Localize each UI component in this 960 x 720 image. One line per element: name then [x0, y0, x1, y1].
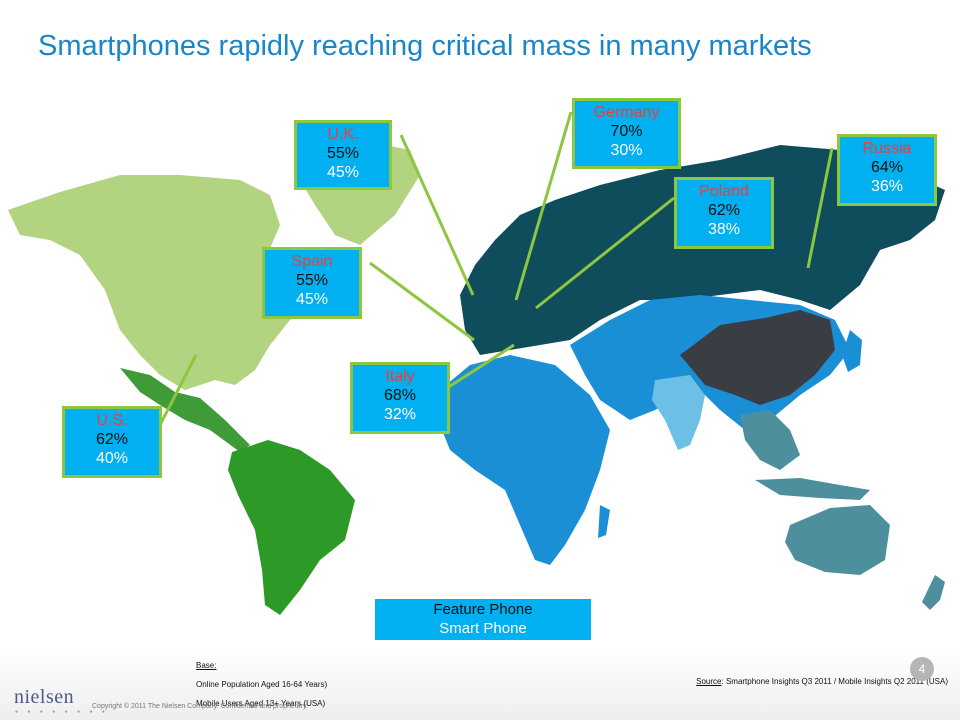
country-label: Russia: [862, 140, 912, 157]
source-text: : Smartphone Insights Q3 2011 / Mobile I…: [721, 677, 949, 686]
footer-band: [0, 650, 960, 720]
new-zealand-region: [922, 575, 945, 610]
mexico-central-america-region: [120, 368, 250, 452]
nielsen-logo: nielsen: [14, 686, 75, 708]
japan-region: [842, 330, 862, 372]
madagascar-region: [598, 505, 610, 538]
logo-dots-decoration: ● ● ● ● ● ● ● ●: [15, 709, 109, 715]
smart-phone-value: 40%: [95, 450, 129, 467]
smart-phone-value: 45%: [326, 164, 360, 181]
feature-phone-value: 62%: [707, 202, 741, 219]
europe-russia-region: [460, 145, 945, 355]
base-line-2: Mobile Users Aged 13+ Years (USA): [196, 699, 326, 708]
source-label: Source: [696, 677, 722, 686]
callout-germany: Germany 70% 30%: [572, 98, 681, 169]
country-label: Spain: [291, 253, 333, 270]
southeast-asia-region: [740, 410, 800, 470]
feature-phone-value: 68%: [383, 387, 417, 404]
page-number: 4: [910, 657, 934, 681]
russia-connector: [806, 147, 834, 269]
smart-phone-value: 38%: [707, 221, 741, 238]
india-region: [652, 375, 705, 450]
callout-us: U.S. 62% 40%: [62, 406, 162, 478]
page-title: Smartphones rapidly reaching critical ma…: [38, 30, 812, 62]
north-america-region: [8, 175, 320, 390]
legend-feature-phone: Feature Phone: [433, 601, 533, 618]
base-note: Base: Online Population Aged 16-64 Years…: [196, 656, 327, 713]
country-label: Poland: [699, 183, 749, 200]
us-connector: [158, 354, 198, 426]
feature-phone-value: 62%: [95, 431, 129, 448]
callout-uk: U.K. 55% 45%: [294, 120, 392, 190]
china-region: [680, 310, 835, 405]
africa-region: [438, 355, 610, 565]
copyright-text: Copyright © 2011 The Nielsen Company. Co…: [92, 703, 308, 710]
indonesia-region: [755, 478, 870, 500]
south-america-region: [228, 440, 355, 615]
italy-connector: [446, 343, 515, 390]
callout-italy: Italy 68% 32%: [350, 362, 450, 434]
source-note: Source: Smartphone Insights Q3 2011 / Mo…: [696, 677, 948, 686]
spain-connector: [369, 261, 475, 342]
callout-russia: Russia 64% 36%: [837, 134, 937, 206]
feature-phone-value: 64%: [870, 159, 904, 176]
uk-connector: [399, 134, 475, 296]
smart-phone-value: 45%: [295, 291, 329, 308]
germany-connector: [514, 111, 573, 301]
smart-phone-value: 30%: [610, 142, 643, 159]
country-label: U.K.: [327, 126, 359, 143]
country-label: U.S.: [96, 412, 128, 429]
poland-connector: [535, 196, 675, 310]
callout-spain: Spain 55% 45%: [262, 247, 362, 319]
country-label: Italy: [385, 368, 415, 385]
feature-phone-value: 55%: [326, 145, 360, 162]
base-line-1: Online Population Aged 16-64 Years): [196, 680, 328, 689]
legend-box: Feature Phone Smart Phone: [375, 599, 591, 640]
callout-poland: Poland 62% 38%: [674, 177, 774, 249]
australia-region: [785, 505, 890, 575]
base-heading: Base:: [196, 661, 217, 670]
feature-phone-value: 55%: [295, 272, 329, 289]
smart-phone-value: 36%: [870, 178, 904, 195]
legend-smart-phone: Smart Phone: [439, 620, 527, 637]
country-label: Germany: [593, 104, 660, 121]
smart-phone-value: 32%: [383, 406, 417, 423]
feature-phone-value: 70%: [610, 123, 643, 140]
